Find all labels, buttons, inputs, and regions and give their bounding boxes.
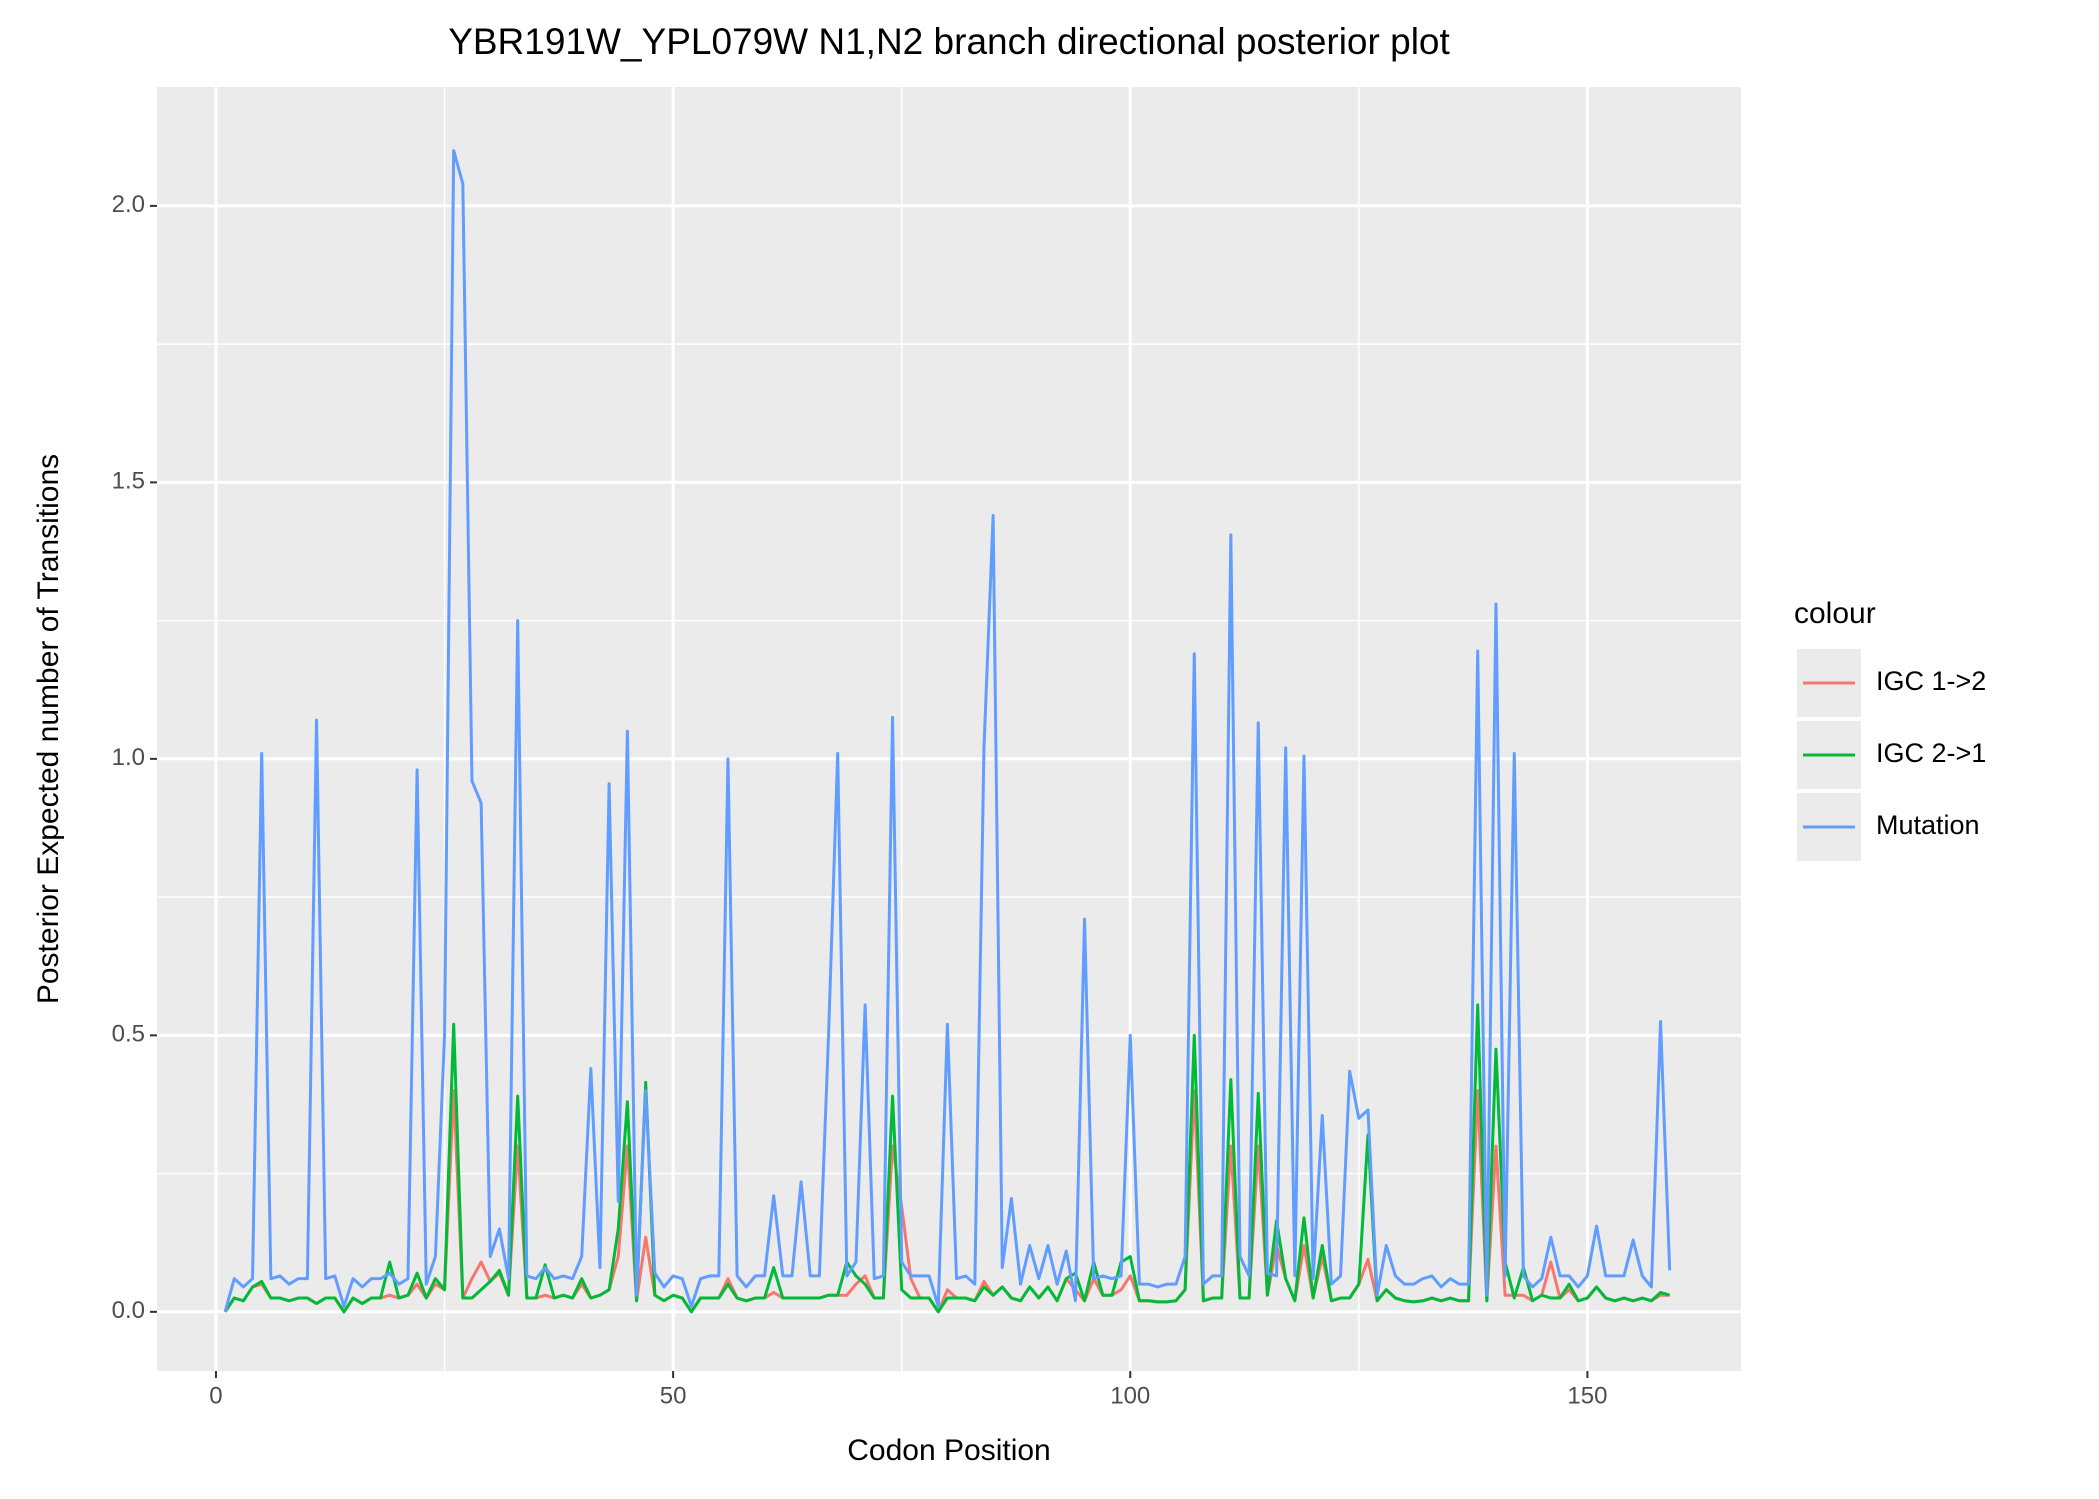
y-tick-label: 1.0 [112, 744, 145, 771]
x-axis-label: Codon Position [847, 1434, 1050, 1467]
x-tick-label: 150 [1567, 1382, 1607, 1409]
y-tick-label: 0.0 [112, 1297, 145, 1324]
series-line [223, 149, 1672, 1313]
y-tick-label: 0.5 [112, 1021, 145, 1048]
legend-label: IGC 1->2 [1876, 666, 1986, 696]
x-tick-label: 0 [209, 1382, 222, 1409]
legend-label: Mutation [1876, 810, 1980, 840]
series-line [223, 1003, 1671, 1314]
chart-title: YBR191W_YPL079W N1,N2 branch directional… [448, 21, 1450, 62]
y-tick-label: 1.5 [112, 468, 145, 495]
y-axis-label: Posterior Expected number of Transitions [32, 454, 65, 1004]
legend-label: IGC 2->1 [1876, 738, 1986, 768]
legend-title: colour [1794, 597, 1876, 630]
x-tick-label: 50 [660, 1382, 687, 1409]
x-tick-label: 100 [1110, 1382, 1150, 1409]
y-tick-label: 2.0 [112, 191, 145, 218]
